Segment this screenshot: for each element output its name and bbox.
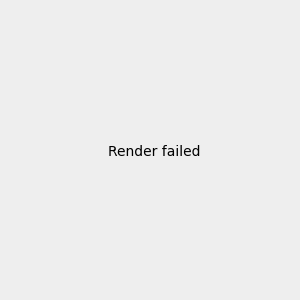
- Text: Render failed: Render failed: [107, 145, 200, 158]
